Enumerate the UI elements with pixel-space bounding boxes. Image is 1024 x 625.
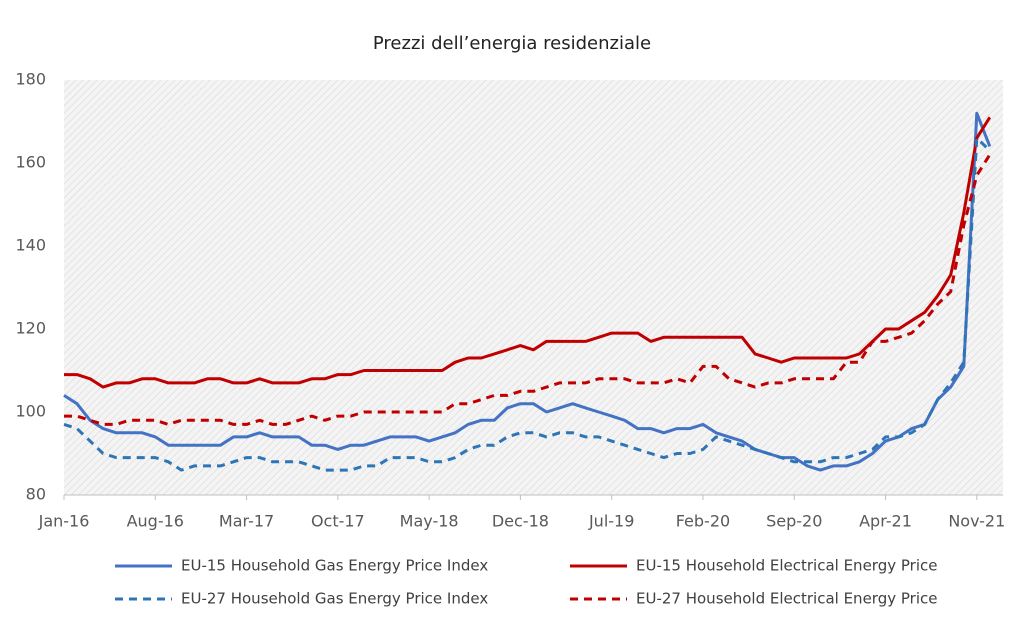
- series-line: [64, 116, 992, 389]
- series-line: [63, 111, 992, 472]
- x-tick-label: Oct-17: [311, 512, 365, 531]
- y-tick-label: 180: [15, 70, 46, 89]
- x-tick-label: Sep-20: [766, 512, 822, 531]
- x-tick-label: May-18: [400, 512, 459, 531]
- y-tick-label: 160: [15, 153, 46, 172]
- x-tick-label: Apr-21: [859, 512, 912, 531]
- y-tick-label: 100: [15, 402, 46, 421]
- series-line: [64, 153, 992, 426]
- x-tick-label: Aug-16: [127, 512, 184, 531]
- series-line: [63, 136, 991, 472]
- y-tick-label: 140: [15, 236, 46, 255]
- plot-area: [64, 80, 1003, 495]
- legend-label: EU-15 Household Gas Energy Price Index: [181, 557, 488, 575]
- y-tick-label: 80: [26, 485, 46, 504]
- x-tick-label: Mar-17: [219, 512, 274, 531]
- legend-label: EU-27 Household Gas Energy Price Index: [181, 590, 488, 608]
- x-tick-label: Jan-16: [38, 512, 90, 531]
- x-tick-label: Jul-19: [588, 512, 634, 531]
- x-tick-label: Dec-18: [492, 512, 549, 531]
- chart-title: Prezzi dell’energia residenziale: [373, 33, 651, 54]
- y-tick-label: 120: [15, 319, 46, 338]
- x-tick-label: Nov-21: [948, 512, 1005, 531]
- legend-label: EU-15 Household Electrical Energy Price: [636, 557, 937, 575]
- legend-label: EU-27 Household Electrical Energy Price: [636, 590, 937, 608]
- x-tick-label: Feb-20: [676, 512, 730, 531]
